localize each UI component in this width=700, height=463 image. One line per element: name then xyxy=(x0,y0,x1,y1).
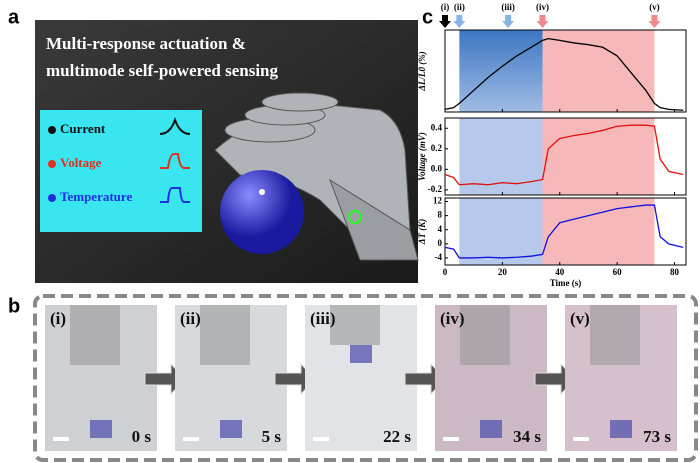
marker-label: (ii) xyxy=(454,2,465,12)
scale-bar xyxy=(313,437,329,441)
blue-region xyxy=(459,30,543,112)
scale-bar xyxy=(443,437,459,441)
robot-hand xyxy=(214,92,419,261)
x-tick-label: 80 xyxy=(670,267,680,277)
legend-curve xyxy=(159,117,191,135)
y-axis-label: ΔL/L0 (%) xyxy=(417,51,427,91)
y-tick-label: 4 xyxy=(438,224,443,234)
data-line xyxy=(444,124,684,186)
panel-label: c xyxy=(422,6,433,28)
y-tick-label: 0 xyxy=(438,238,443,248)
legend-text: Temperature xyxy=(60,189,132,204)
y-tick-label: -4 xyxy=(435,252,443,262)
legend-dot xyxy=(48,160,56,168)
frame-label: (iv) xyxy=(440,309,465,328)
data-line xyxy=(444,204,684,259)
legend-curve xyxy=(160,187,190,203)
plot-frame xyxy=(444,29,687,113)
cube xyxy=(480,420,502,438)
gripper xyxy=(70,305,120,365)
title-line: Multi-response actuation & xyxy=(46,34,246,53)
y-tick-label: 0.2 xyxy=(431,143,443,153)
plot-frame xyxy=(444,117,687,196)
cube xyxy=(610,420,632,438)
cube xyxy=(350,345,372,363)
x-tick-label: 20 xyxy=(498,267,508,277)
gripper xyxy=(200,305,250,365)
x-tick-label: 0 xyxy=(443,267,448,277)
y-tick-label: 0.4 xyxy=(431,122,443,132)
red-region xyxy=(542,198,655,265)
legend-box xyxy=(40,110,202,232)
frame-time: 0 s xyxy=(132,427,152,446)
frame-label: (i) xyxy=(50,309,66,328)
cube xyxy=(90,420,112,438)
frame-time: 5 s xyxy=(262,427,282,446)
marker-label: (iv) xyxy=(536,2,549,12)
red-region xyxy=(542,30,655,112)
y-axis-label: Voltage (mV) xyxy=(417,132,427,181)
frame-label: (v) xyxy=(570,309,590,328)
y-axis-label: ΔT (K) xyxy=(417,219,427,245)
panel-label: b xyxy=(8,295,20,317)
blue-region xyxy=(459,198,543,265)
sphere xyxy=(220,170,304,254)
marker-arrow xyxy=(453,15,466,28)
red-region xyxy=(542,118,655,195)
y-tick-label: 0.0 xyxy=(431,163,443,173)
panel-label: a xyxy=(8,6,20,28)
frame-time: 34 s xyxy=(513,427,541,446)
marker-label: (iii) xyxy=(501,2,515,12)
marker-label: (i) xyxy=(441,2,450,12)
x-tick-label: 60 xyxy=(613,267,623,277)
panel-b-border xyxy=(33,294,698,462)
x-axis-label: Time (s) xyxy=(550,278,582,288)
title-line: multimode self-powered sensing xyxy=(46,61,279,80)
scale-bar xyxy=(573,437,589,441)
gripper xyxy=(590,305,640,365)
legend-dot xyxy=(48,194,56,202)
sphere-highlight xyxy=(259,189,265,195)
frame-time: 73 s xyxy=(643,427,671,446)
marker-label: (v) xyxy=(649,2,660,12)
marker-arrow xyxy=(439,15,451,28)
y-tick-label: -0.2 xyxy=(428,184,443,194)
legend-dot xyxy=(48,126,56,134)
cube xyxy=(220,420,242,438)
y-tick-label: 12 xyxy=(433,196,443,206)
gripper xyxy=(460,305,510,365)
frame-time: 22 s xyxy=(383,427,411,446)
marker-arrow xyxy=(648,15,661,28)
scale-bar xyxy=(183,437,199,441)
gripper xyxy=(330,305,380,345)
legend-text: Voltage xyxy=(60,155,102,170)
scale-bar xyxy=(53,437,69,441)
data-line xyxy=(444,37,684,111)
legend-curve xyxy=(160,153,190,169)
marker-arrow xyxy=(536,15,549,28)
frame-label: (iii) xyxy=(310,309,336,328)
legend-text: Current xyxy=(60,121,106,136)
y-tick-label: 8 xyxy=(438,210,443,220)
plot-frame xyxy=(444,197,687,266)
frame-label: (ii) xyxy=(180,309,201,328)
x-tick-label: 40 xyxy=(555,267,565,277)
marker-arrow xyxy=(502,15,515,28)
